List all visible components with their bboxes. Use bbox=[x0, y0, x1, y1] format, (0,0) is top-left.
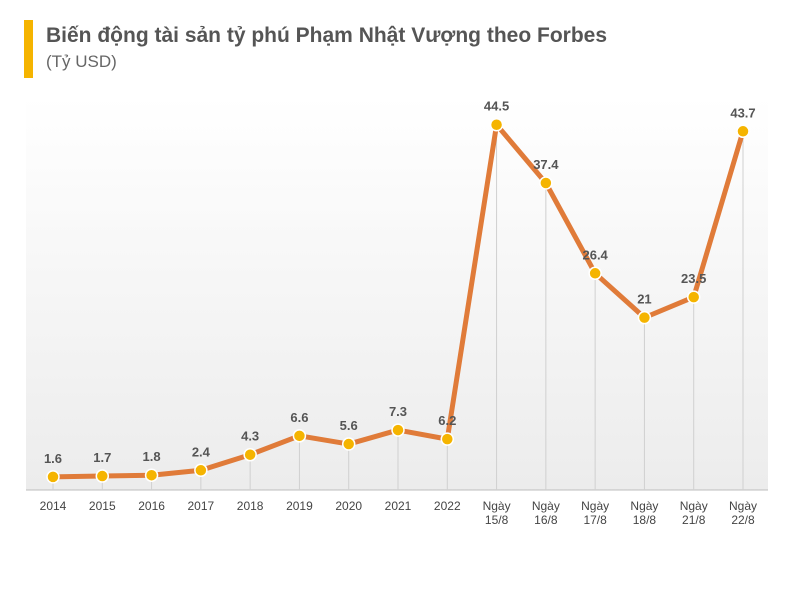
data-point-marker bbox=[194, 463, 208, 478]
x-tick-label: 2019 bbox=[286, 499, 313, 513]
x-tick-label: Ngày bbox=[630, 499, 658, 513]
x-tick-label: 2017 bbox=[188, 499, 215, 513]
x-tick-label: 15/8 bbox=[485, 513, 509, 527]
x-tick-label: 2018 bbox=[237, 499, 264, 513]
data-point-marker bbox=[736, 124, 750, 139]
data-point-marker bbox=[341, 437, 356, 451]
data-point-marker bbox=[539, 176, 553, 190]
x-tick-label: 2022 bbox=[434, 499, 461, 513]
data-point-marker bbox=[637, 310, 652, 325]
x-tick-label: 17/8 bbox=[583, 513, 607, 527]
data-value-label: 21 bbox=[637, 292, 651, 307]
x-tick-label: 22/8 bbox=[731, 513, 755, 527]
data-point-marker bbox=[46, 470, 60, 484]
data-point-marker bbox=[686, 290, 701, 304]
data-point-marker bbox=[144, 468, 159, 482]
x-tick-label: Ngày bbox=[729, 499, 757, 513]
data-value-label: 6.6 bbox=[290, 410, 308, 425]
data-point-marker bbox=[292, 429, 307, 443]
x-tick-label: 21/8 bbox=[682, 513, 706, 527]
title-accent-bar bbox=[24, 20, 33, 78]
data-value-label: 1.8 bbox=[143, 449, 161, 464]
chart-subtitle: (Tỷ USD) bbox=[46, 52, 117, 71]
data-value-label: 5.6 bbox=[340, 418, 358, 433]
data-value-label: 1.6 bbox=[44, 451, 62, 466]
data-value-label: 37.4 bbox=[533, 157, 559, 172]
x-tick-label: 16/8 bbox=[534, 513, 558, 527]
x-tick-label: 2015 bbox=[89, 499, 116, 513]
data-value-label: 44.5 bbox=[484, 99, 509, 114]
x-tick-label: 2021 bbox=[385, 499, 412, 513]
x-tick-label: 2016 bbox=[138, 499, 165, 513]
data-point-marker bbox=[588, 266, 602, 281]
data-value-label: 6.2 bbox=[438, 413, 456, 428]
data-value-label: 23.5 bbox=[681, 271, 706, 286]
data-value-label: 2.4 bbox=[192, 444, 211, 459]
data-value-label: 7.3 bbox=[389, 404, 407, 419]
data-point-marker bbox=[489, 117, 504, 132]
data-point-marker bbox=[440, 432, 455, 446]
x-tick-label: 2014 bbox=[40, 499, 67, 513]
x-tick-label: Ngày bbox=[680, 499, 708, 513]
data-value-label: 4.3 bbox=[241, 429, 259, 444]
x-tick-label: 2020 bbox=[335, 499, 362, 513]
data-point-marker bbox=[243, 447, 257, 462]
data-point-marker bbox=[95, 469, 110, 483]
data-value-label: 26.4 bbox=[582, 247, 608, 262]
x-tick-label: Ngày bbox=[532, 499, 560, 513]
x-tick-label: Ngày bbox=[483, 499, 511, 513]
data-value-label: 43.7 bbox=[730, 105, 755, 120]
data-point-marker bbox=[391, 423, 405, 437]
data-value-label: 1.7 bbox=[93, 450, 111, 465]
x-tick-label: 18/8 bbox=[633, 513, 657, 527]
chart-title: Biến động tài sản tỷ phú Phạm Nhật Vượng… bbox=[46, 24, 608, 47]
x-tick-label: Ngày bbox=[581, 499, 609, 513]
